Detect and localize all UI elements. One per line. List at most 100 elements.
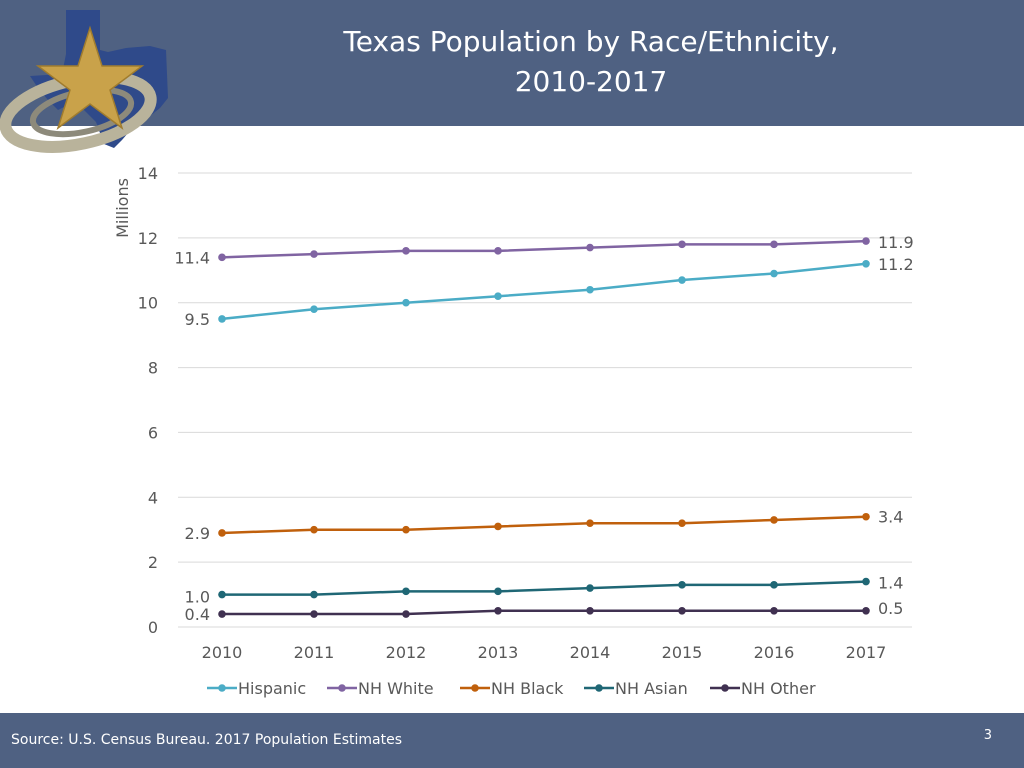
data-point-hispanic — [218, 315, 226, 323]
x-tick-label: 2010 — [202, 643, 243, 662]
data-point-hispanic — [586, 285, 594, 294]
legend-swatch-marker — [338, 684, 346, 692]
legend-swatch-marker — [721, 684, 729, 692]
legend-label: NH Other — [741, 679, 816, 698]
data-point-nh-other — [770, 606, 778, 615]
chart-series — [218, 237, 870, 618]
y-tick-label: 12 — [138, 229, 158, 248]
x-tick-label: 2014 — [570, 643, 611, 662]
y-tick-label: 10 — [138, 294, 158, 313]
end-value-label-nh-other: 0.5 — [878, 599, 903, 618]
series-line-hispanic — [221, 262, 867, 321]
data-point-nh-black — [586, 519, 594, 528]
data-point-nh-asian — [218, 590, 226, 599]
data-point-nh-white — [770, 240, 778, 249]
y-tick-label: 4 — [148, 488, 158, 507]
data-point-nh-black — [862, 512, 870, 521]
y-tick-label: 8 — [148, 359, 158, 378]
y-axis-label: Millions — [113, 178, 132, 238]
slide-title: Texas Population by Race/Ethnicity, 2010… — [300, 22, 882, 102]
data-point-nh-other — [218, 610, 226, 618]
x-tick-label: 2012 — [386, 643, 427, 662]
data-point-nh-other — [678, 606, 686, 615]
page-number: 3 — [983, 728, 992, 743]
end-value-label-hispanic: 11.2 — [878, 255, 914, 274]
y-tick-label: 14 — [138, 164, 158, 183]
legend-label: NH White — [358, 679, 434, 698]
source-note: Source: U.S. Census Bureau. 2017 Populat… — [11, 732, 403, 748]
legend-item-hispanic: Hispanic — [207, 679, 306, 698]
start-value-label-nh-other: 0.4 — [185, 605, 210, 624]
y-tick-label: 6 — [148, 423, 158, 442]
start-value-label-hispanic: 9.5 — [185, 310, 210, 329]
legend-swatch-marker — [595, 684, 603, 692]
data-point-nh-other — [402, 610, 410, 618]
data-point-nh-black — [402, 525, 410, 534]
chart-data-labels: 9.5 11.2 11.4 11.9 2.9 3.4 1.0 1.4 0.4 0.5 — [174, 233, 913, 624]
legend-item-nh-asian: NH Asian — [584, 679, 688, 698]
y-axis-ticks: 0 2 4 6 8 10 12 14 — [138, 164, 158, 637]
data-point-nh-white — [218, 253, 226, 262]
x-tick-label: 2011 — [294, 643, 335, 662]
data-point-nh-asian — [678, 581, 686, 589]
end-value-label-nh-asian: 1.4 — [878, 574, 903, 593]
slide-header — [0, 0, 1024, 126]
series-line-nh-white — [221, 239, 867, 259]
legend-label: NH Asian — [615, 679, 688, 698]
legend-swatch-marker — [218, 684, 226, 692]
chart-legend: Hispanic NH White NH Black NH Asian NH Other — [207, 679, 816, 698]
x-tick-label: 2013 — [478, 643, 519, 662]
legend-item-nh-white: NH White — [327, 679, 434, 698]
title-line-1: Texas Population by Race/Ethnicity, — [343, 25, 839, 58]
data-point-hispanic — [770, 269, 778, 278]
data-point-nh-asian — [586, 584, 594, 592]
start-value-label-nh-asian: 1.0 — [185, 588, 210, 607]
data-point-nh-other — [310, 610, 318, 618]
data-point-hispanic — [678, 276, 686, 284]
data-point-hispanic — [310, 305, 318, 314]
x-tick-label: 2016 — [754, 643, 795, 662]
data-point-nh-black — [770, 516, 778, 524]
x-tick-label: 2017 — [846, 643, 887, 662]
data-point-nh-black — [494, 522, 502, 531]
logo-star — [35, 25, 145, 131]
texas-star-logo-icon — [0, 10, 168, 153]
x-axis-ticks: 2010 2011 2012 2013 2014 2015 2016 2017 — [202, 643, 887, 662]
data-point-nh-white — [494, 247, 502, 255]
series-line-nh-black — [221, 515, 867, 535]
data-point-nh-black — [218, 529, 226, 537]
slide-footer: Source: U.S. Census Bureau. 2017 Populat… — [0, 713, 1024, 768]
start-value-label-nh-white: 11.4 — [174, 248, 210, 267]
legend-item-nh-other: NH Other — [710, 679, 816, 698]
y-tick-label: 2 — [148, 553, 158, 572]
series-line-nh-other — [222, 609, 866, 616]
data-point-hispanic — [862, 260, 870, 268]
legend-label: Hispanic — [238, 679, 306, 698]
start-value-label-nh-black: 2.9 — [185, 524, 210, 543]
data-point-nh-asian — [862, 577, 870, 586]
x-tick-label: 2015 — [662, 643, 703, 662]
data-point-nh-white — [862, 237, 870, 245]
title-line-2: 2010-2017 — [514, 65, 668, 98]
y-tick-label: 0 — [148, 618, 158, 637]
data-point-nh-other — [586, 606, 594, 615]
data-point-nh-asian — [494, 587, 502, 596]
legend-swatch-marker — [471, 684, 479, 692]
chart-gridlines — [178, 172, 912, 628]
data-point-nh-other — [862, 606, 870, 615]
end-value-label-nh-white: 11.9 — [878, 233, 914, 252]
data-point-nh-white — [402, 247, 410, 255]
data-point-nh-asian — [402, 587, 410, 596]
data-point-nh-black — [678, 519, 686, 528]
data-point-hispanic — [402, 298, 410, 307]
data-point-nh-asian — [310, 590, 318, 599]
series-line-nh-asian — [222, 580, 867, 596]
legend-label: NH Black — [491, 679, 564, 698]
data-point-hispanic — [494, 292, 502, 301]
data-point-nh-black — [310, 525, 318, 534]
data-point-nh-asian — [770, 581, 778, 589]
data-point-nh-white — [310, 250, 318, 258]
data-point-nh-other — [494, 606, 502, 615]
end-value-label-nh-black: 3.4 — [878, 508, 903, 527]
